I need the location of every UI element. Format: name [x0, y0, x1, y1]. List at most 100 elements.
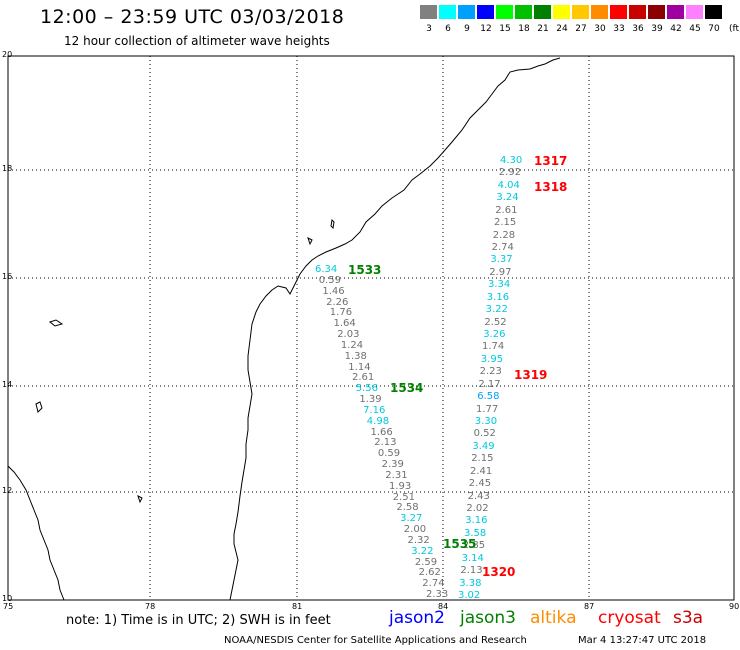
wave-height-label: 3.95	[480, 353, 504, 365]
wave-height-label: 3.38	[459, 577, 482, 589]
wave-height-label: 2.03	[337, 329, 360, 340]
satellite-label: jason3	[460, 608, 516, 628]
scale-label: 42	[670, 24, 682, 34]
scale-swatch	[515, 5, 532, 19]
coastline-south-america	[7, 465, 65, 601]
scale-swatch	[496, 5, 513, 19]
wave-height-label: 2.61	[495, 204, 518, 216]
wave-height-label: 2.43	[467, 490, 490, 502]
providencia-island	[35, 401, 43, 413]
wave-height-label: 2.33	[426, 589, 449, 600]
latitude-label: 16	[2, 272, 13, 281]
orbit-number-label: 1535	[443, 537, 477, 551]
wave-height-label: 2.13	[460, 565, 483, 577]
wave-height-label: 3.34	[488, 279, 511, 291]
cayman-island	[48, 319, 64, 327]
scale-label: 3	[426, 24, 432, 34]
wave-height-label: 2.58	[396, 502, 419, 514]
wave-height-label: 2.62	[418, 567, 441, 579]
latitude-label: 12	[2, 486, 13, 495]
wave-height-label: 5.56	[355, 383, 378, 395]
scale-swatch	[686, 5, 703, 19]
wave-height-label: 4.30	[500, 155, 523, 166]
wave-height-label: 3.26	[483, 329, 506, 340]
scale-label: 33	[613, 24, 625, 34]
wave-height-label: 3.16	[465, 515, 488, 527]
wave-height-label: 3.58	[464, 527, 487, 539]
wave-height-label: 6.58	[477, 391, 500, 403]
longitude-label: 90	[729, 602, 740, 611]
wave-height-label: 2.74	[491, 242, 514, 253]
scale-label: 27	[575, 24, 587, 34]
wave-height-label: 2.59	[414, 556, 438, 568]
wave-height-label: 4.04	[497, 179, 520, 191]
wave-height-label: 1.76	[329, 307, 353, 319]
map-title: 12:00 – 23:59 UTC 03/03/2018	[40, 6, 345, 28]
wave-height-label: 2.13	[374, 437, 397, 449]
longitude-label: 75	[3, 602, 14, 611]
small-island	[307, 237, 313, 246]
longitude-label: 81	[292, 602, 303, 611]
wave-height-label: 3.16	[486, 291, 510, 303]
wave-height-label: 1.66	[370, 426, 393, 438]
wave-height-label: 1.77	[476, 403, 499, 415]
orbit-number-label: 1320	[482, 565, 516, 579]
scale-swatch	[458, 5, 475, 19]
wave-height-label: 2.26	[326, 296, 349, 308]
wave-height-label: 1.38	[344, 350, 367, 362]
wave-height-label: 2.28	[492, 229, 516, 241]
wave-height-label: 3.27	[400, 513, 423, 525]
latitude-label: 20	[2, 50, 13, 59]
wave-height-label: 0.52	[473, 428, 496, 440]
wave-height-label: 2.92	[498, 167, 522, 179]
wave-height-label: 2.02	[466, 503, 489, 514]
map-subtitle: 12 hour collection of altimeter wave hei…	[64, 34, 330, 48]
wave-height-label: 2.39	[381, 459, 404, 470]
latitude-label: 10	[2, 594, 13, 603]
longitude-label: 78	[145, 602, 156, 611]
wave-height-label: 3.02	[458, 590, 481, 601]
scale-label: 36	[632, 24, 644, 34]
wave-height-label: 1.39	[359, 394, 382, 405]
scale-label: 21	[537, 24, 549, 34]
latitude-label: 18	[2, 164, 13, 173]
scale-label: 6	[445, 24, 451, 34]
longitude-label: 84	[438, 602, 449, 611]
wave-height-label: 2.23	[479, 366, 502, 378]
wave-height-label: 0.59	[377, 448, 401, 460]
scale-swatch	[534, 5, 551, 19]
wave-height-label: 3.37	[490, 254, 513, 266]
satellite-label: s3a	[673, 608, 704, 628]
scale-swatch	[705, 5, 722, 19]
scale-label: 15	[499, 24, 511, 34]
scale-swatch	[648, 5, 665, 19]
wave-height-label: 6.34	[315, 264, 338, 275]
wave-height-label: 2.85	[462, 540, 486, 552]
scale-swatch	[553, 5, 570, 19]
wave-height-label: 1.64	[333, 318, 356, 330]
coastline-central-america	[229, 57, 561, 601]
scale-swatch	[477, 5, 494, 19]
scale-swatch	[572, 5, 589, 19]
wave-height-label: 2.15	[471, 453, 494, 465]
wave-height-label: 2.17	[478, 378, 501, 390]
wave-height-label: 2.61	[352, 372, 375, 384]
small-island	[330, 218, 335, 230]
scale-label: 24	[556, 24, 568, 34]
scale-label: 9	[464, 24, 470, 34]
small-island	[137, 495, 143, 504]
scale-label: 45	[689, 24, 701, 34]
wave-height-label: 2.15	[494, 217, 517, 229]
wave-height-label: 4.98	[366, 415, 390, 427]
wave-height-label: 2.97	[489, 266, 512, 278]
satellite-label: altika	[530, 608, 577, 628]
orbit-number-label: 1534	[390, 381, 424, 395]
orbit-number-label: 1317	[534, 154, 568, 168]
latitude-label: 14	[2, 380, 13, 389]
wave-height-label: 3.22	[411, 545, 434, 557]
wave-height-label: 2.45	[468, 478, 492, 490]
scale-label: 70	[708, 24, 720, 34]
lat-lon-grid	[8, 56, 734, 600]
wave-height-label: 3.30	[474, 416, 498, 427]
